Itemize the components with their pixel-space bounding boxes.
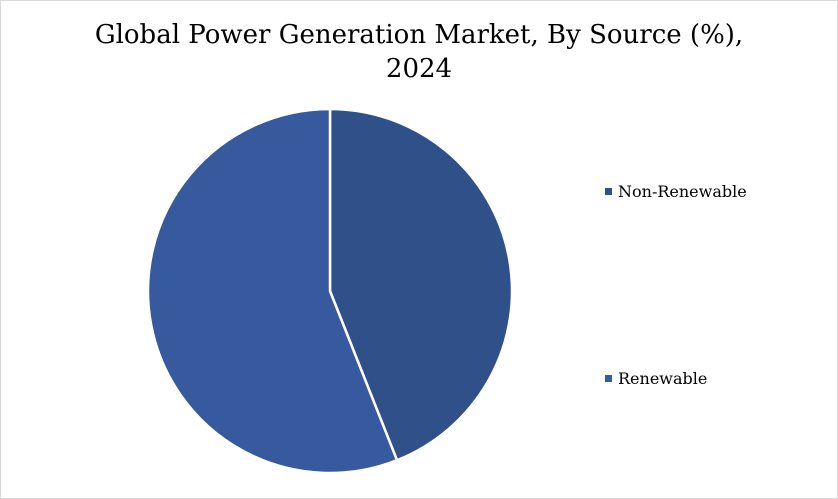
pie-slice-renewable[interactable] <box>146 107 399 475</box>
legend-item-non-renewable[interactable]: Non-Renewable <box>605 182 747 202</box>
legend-label-non-renewable: Non-Renewable <box>618 182 747 201</box>
chart-title-line-1: Global Power Generation Market, By Sourc… <box>94 20 744 50</box>
legend-item-renewable[interactable]: Renewable <box>605 369 707 389</box>
chart-title: Global Power Generation Market, By Sourc… <box>1 18 837 86</box>
legend-swatch-renewable <box>605 375 612 382</box>
pie-slice-non-renewable[interactable] <box>328 107 514 462</box>
legend-label-renewable: Renewable <box>618 369 708 388</box>
chart-title-line-2: 2024 <box>385 54 453 84</box>
legend-swatch-non-renewable <box>605 188 612 195</box>
